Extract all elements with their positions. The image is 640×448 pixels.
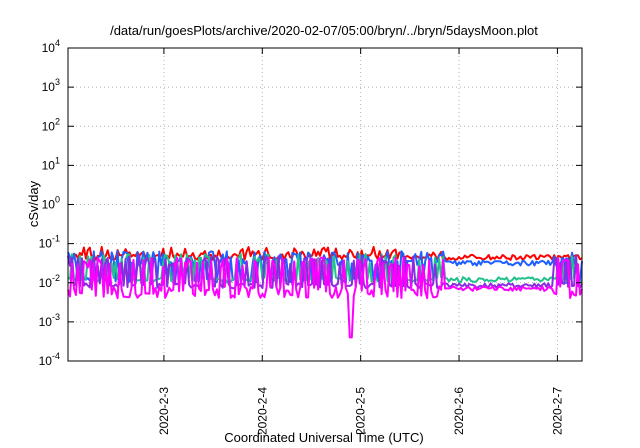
chart-title: /data/run/goesPlots/archive/2020-02-07/0… [110, 23, 538, 38]
y-tick-label: 10-1 [39, 234, 60, 251]
y-tick-label: 103 [42, 77, 60, 94]
x-tick-label: 2020-2-5 [354, 387, 368, 435]
series-line-4 [67, 256, 583, 339]
x-axis-label: Coordinated Universal Time (UTC) [224, 430, 423, 445]
y-tick-label: 101 [42, 155, 60, 172]
y-tick-label: 104 [42, 38, 60, 55]
series-group [67, 245, 583, 339]
series-line-1 [67, 250, 583, 285]
y-tick-label: 10-2 [39, 273, 60, 290]
grid [68, 48, 582, 361]
x-tick-label: 2020-2-7 [550, 387, 564, 435]
y-tick-label: 10-4 [39, 351, 60, 368]
x-tick-label: 2020-2-3 [157, 387, 171, 435]
x-tick-label: 2020-2-6 [452, 387, 466, 435]
y-tick-label: 102 [42, 116, 60, 133]
y-axis-label: cSv/day [26, 180, 41, 227]
y-tick-label: 10-3 [39, 312, 60, 329]
ticks: 10-4 10-3 10-2 10-1 100 101 102 103 104 2020-2-3 2… [39, 38, 582, 435]
x-tick-label: 2020-2-4 [255, 387, 269, 435]
y-tick-label: 100 [42, 195, 60, 212]
